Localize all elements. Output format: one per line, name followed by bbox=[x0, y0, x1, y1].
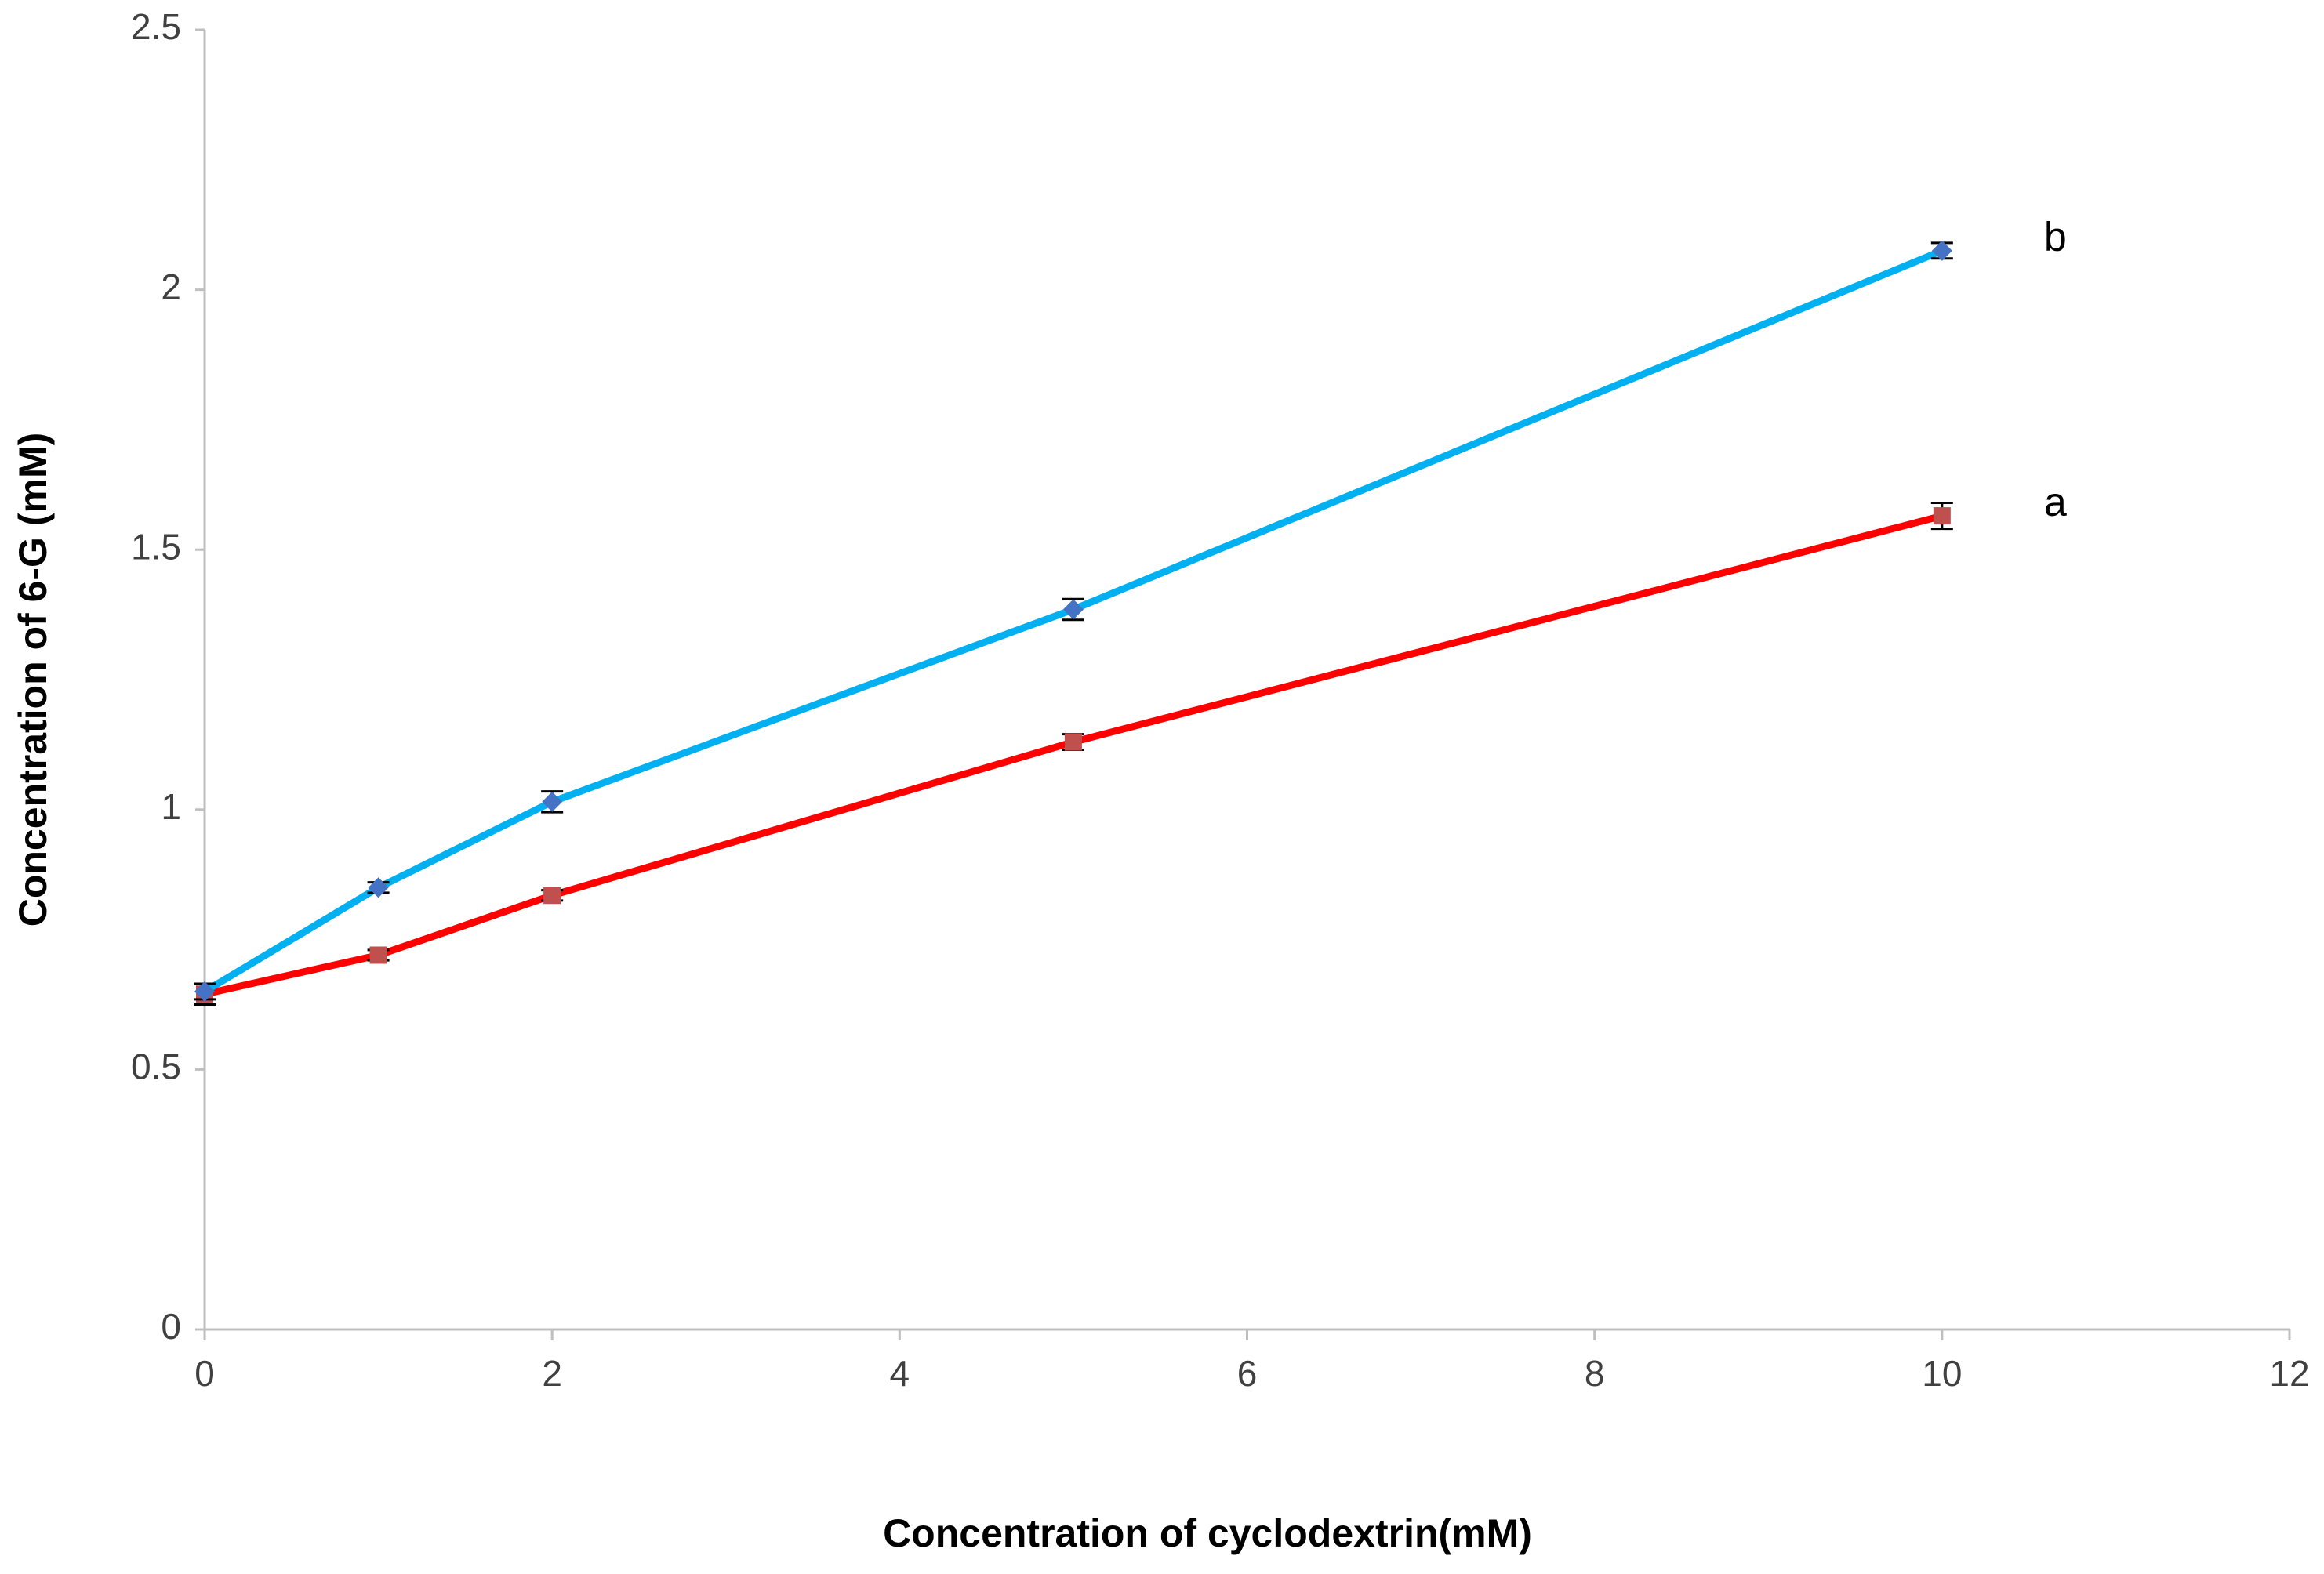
marker bbox=[369, 946, 387, 964]
x-tick-label: 4 bbox=[890, 1353, 910, 1394]
y-tick-label: 2 bbox=[161, 267, 181, 307]
y-tick-label: 0 bbox=[161, 1306, 181, 1347]
y-tick-label: 1 bbox=[161, 786, 181, 827]
marker bbox=[1933, 507, 1951, 525]
marker bbox=[542, 791, 563, 812]
marker bbox=[368, 877, 389, 898]
marker bbox=[1062, 599, 1084, 620]
x-tick-label: 8 bbox=[1585, 1353, 1605, 1394]
marker bbox=[194, 981, 215, 1002]
series-line bbox=[202, 247, 1944, 995]
y-tick-label: 1.5 bbox=[131, 526, 181, 567]
y-tick-label: 2.5 bbox=[131, 6, 181, 47]
x-tick-label: 2 bbox=[542, 1353, 562, 1394]
y-tick-label: 0.5 bbox=[131, 1046, 181, 1087]
series-label: a bbox=[2044, 480, 2067, 525]
y-axis-title: Concentration of 6-G (mM) bbox=[11, 433, 55, 927]
x-tick-label: 12 bbox=[2269, 1353, 2309, 1394]
marker bbox=[543, 887, 561, 905]
marker bbox=[1064, 733, 1082, 751]
series-label: b bbox=[2044, 215, 2067, 260]
x-tick-label: 0 bbox=[194, 1353, 215, 1394]
x-tick-label: 10 bbox=[1922, 1353, 1962, 1394]
marker bbox=[1931, 240, 1952, 261]
x-tick-label: 6 bbox=[1237, 1353, 1258, 1394]
x-axis-title: Concentration of cyclodextrin(mM) bbox=[883, 1511, 1532, 1555]
series-line bbox=[204, 512, 1943, 998]
